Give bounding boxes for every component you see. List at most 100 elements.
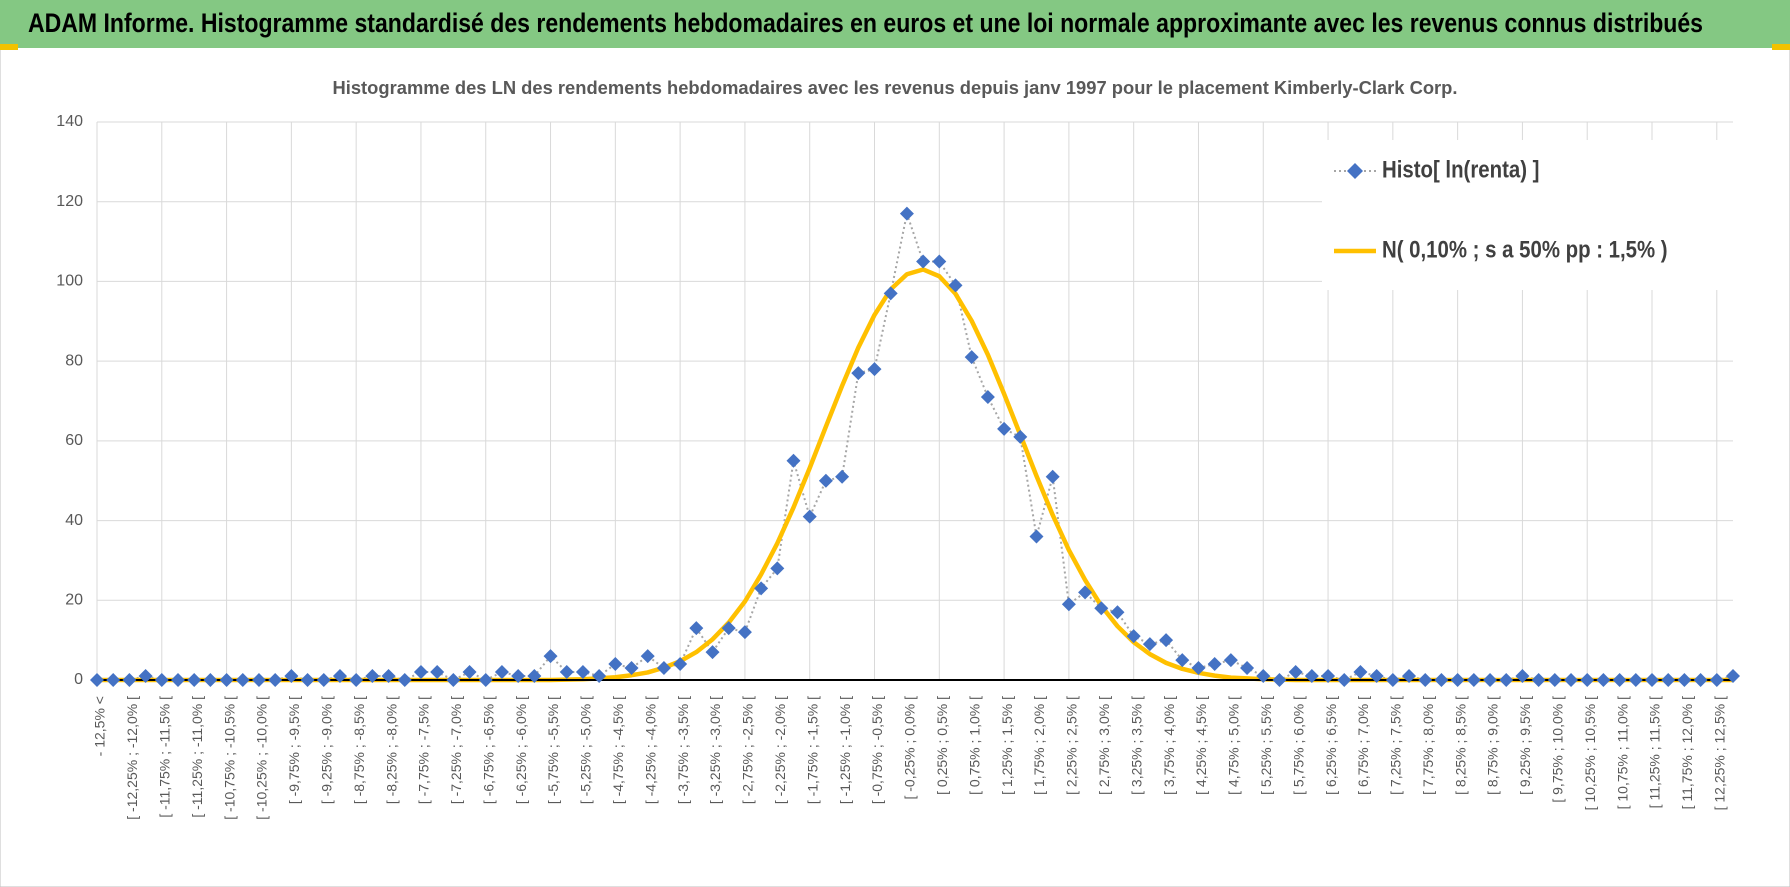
marker: [1142, 637, 1157, 652]
marker: [1726, 669, 1740, 684]
legend-marker: [1347, 163, 1363, 179]
x-tick-label: [ -11,75% ; -11,5% [: [156, 696, 172, 818]
marker: [1126, 629, 1141, 644]
marker: [916, 254, 931, 269]
marker: [1402, 669, 1417, 684]
x-tick-label: [ -0,75% ; -0,5% [: [869, 696, 885, 804]
x-tick-label: [ -8,75% ; -8,5% [: [351, 696, 367, 804]
marker: [1094, 601, 1109, 616]
marker: [786, 453, 801, 468]
marker: [1466, 673, 1481, 687]
marker: [592, 669, 607, 684]
marker: [1110, 605, 1125, 620]
marker: [106, 673, 121, 687]
x-tick-label: - 12,5% <: [92, 696, 108, 756]
marker: [608, 657, 623, 672]
marker: [1337, 673, 1352, 687]
marker: [835, 469, 850, 484]
marker: [235, 673, 250, 687]
marker: [1645, 673, 1660, 687]
x-tick-label: [ -7,25% ; -7,0% [: [448, 696, 464, 804]
marker: [1240, 661, 1255, 676]
x-tick-label: [ 5,25% ; 5,5% [: [1258, 696, 1274, 795]
marker: [1483, 673, 1498, 687]
marker: [1709, 673, 1724, 687]
marker: [851, 366, 866, 381]
marker: [170, 673, 185, 687]
marker: [705, 645, 720, 660]
x-tick-label: [ -8,25% ; -8,0% [: [383, 696, 399, 804]
x-tick-label: [ -2,75% ; -2,5% [: [740, 696, 756, 804]
marker: [349, 673, 364, 687]
marker: [1256, 669, 1271, 684]
y-tick-label: 80: [65, 352, 83, 369]
header-bar: [0, 0, 1790, 48]
x-tick-label: [ -2,25% ; -2,0% [: [772, 696, 788, 804]
marker: [1078, 585, 1093, 600]
marker: [268, 673, 283, 687]
marker: [1013, 429, 1028, 444]
marker: [90, 673, 104, 687]
x-tick-label: [ 9,75% ; 10,0% [: [1550, 696, 1566, 803]
x-tick-label: [ 6,75% ; 7,0% [: [1355, 696, 1371, 795]
marker: [770, 561, 785, 576]
marker: [1191, 661, 1206, 676]
marker: [1385, 673, 1400, 687]
marker: [1272, 673, 1287, 687]
marker: [1223, 653, 1238, 668]
marker: [1029, 529, 1044, 544]
marker: [1353, 665, 1368, 680]
marker: [1628, 673, 1643, 687]
marker: [1531, 673, 1546, 687]
marker: [446, 673, 461, 687]
marker: [1304, 669, 1319, 684]
marker: [1547, 673, 1562, 687]
marker: [430, 665, 445, 680]
corner: [1772, 44, 1790, 50]
marker: [980, 390, 995, 405]
marker: [754, 581, 769, 596]
marker: [640, 649, 655, 664]
x-tick-label: [ 2,25% ; 2,5% [: [1064, 696, 1080, 795]
marker: [332, 669, 347, 684]
legend: Histo[ ln(renta) ] N( 0,10% ; s a 50% pp …: [1334, 156, 1668, 263]
x-tick-label: [ 6,25% ; 6,5% [: [1323, 696, 1339, 795]
marker: [1693, 673, 1708, 687]
x-tick-label: [ 7,25% ; 7,5% [: [1388, 696, 1404, 795]
legend-box: [1322, 140, 1742, 290]
x-tick-label: [ 11,25% ; 11,5% [: [1647, 696, 1663, 808]
x-tick-label: [ 2,75% ; 3,0% [: [1096, 696, 1112, 795]
marker: [1159, 633, 1174, 648]
marker: [1515, 669, 1530, 684]
y-tick-label: 0: [74, 671, 83, 688]
corner: [0, 44, 18, 50]
marker: [1434, 673, 1449, 687]
marker: [284, 669, 299, 684]
x-tick-label: [ -11,25% ; -11,0% [: [189, 696, 205, 818]
marker: [997, 421, 1012, 436]
x-tick-label: [ 1,75% ; 2,0% [: [1031, 696, 1047, 795]
marker: [1450, 673, 1465, 687]
marker: [721, 621, 736, 636]
x-tick-label: [ 10,75% ; 11,0% [: [1614, 696, 1630, 809]
x-tick-label: [ -9,25% ; -9,0% [: [318, 696, 334, 804]
y-tick-label: 60: [65, 432, 83, 449]
marker: [624, 661, 639, 676]
marker: [1661, 673, 1676, 687]
marker: [964, 350, 979, 365]
x-tick-label: [ 11,75% ; 12,0% [: [1679, 696, 1695, 809]
marker: [689, 621, 704, 636]
y-tick-label: 120: [56, 193, 83, 210]
x-tick-label: [ 3,25% ; 3,5% [: [1128, 696, 1144, 795]
marker: [1369, 669, 1384, 684]
x-tick-label: [ 10,25% ; 10,5% [: [1582, 696, 1598, 811]
x-tick-label: [ -1,25% ; -1,0% [: [837, 696, 853, 804]
marker: [883, 286, 898, 301]
x-tick-label: [ -5,25% ; -5,0% [: [578, 696, 594, 804]
y-tick-label: 100: [56, 273, 83, 290]
marker: [365, 669, 380, 684]
plot: [90, 206, 1740, 687]
x-tick-label: [ -12,25% ; -12,0% [: [124, 696, 140, 820]
marker: [867, 362, 882, 377]
